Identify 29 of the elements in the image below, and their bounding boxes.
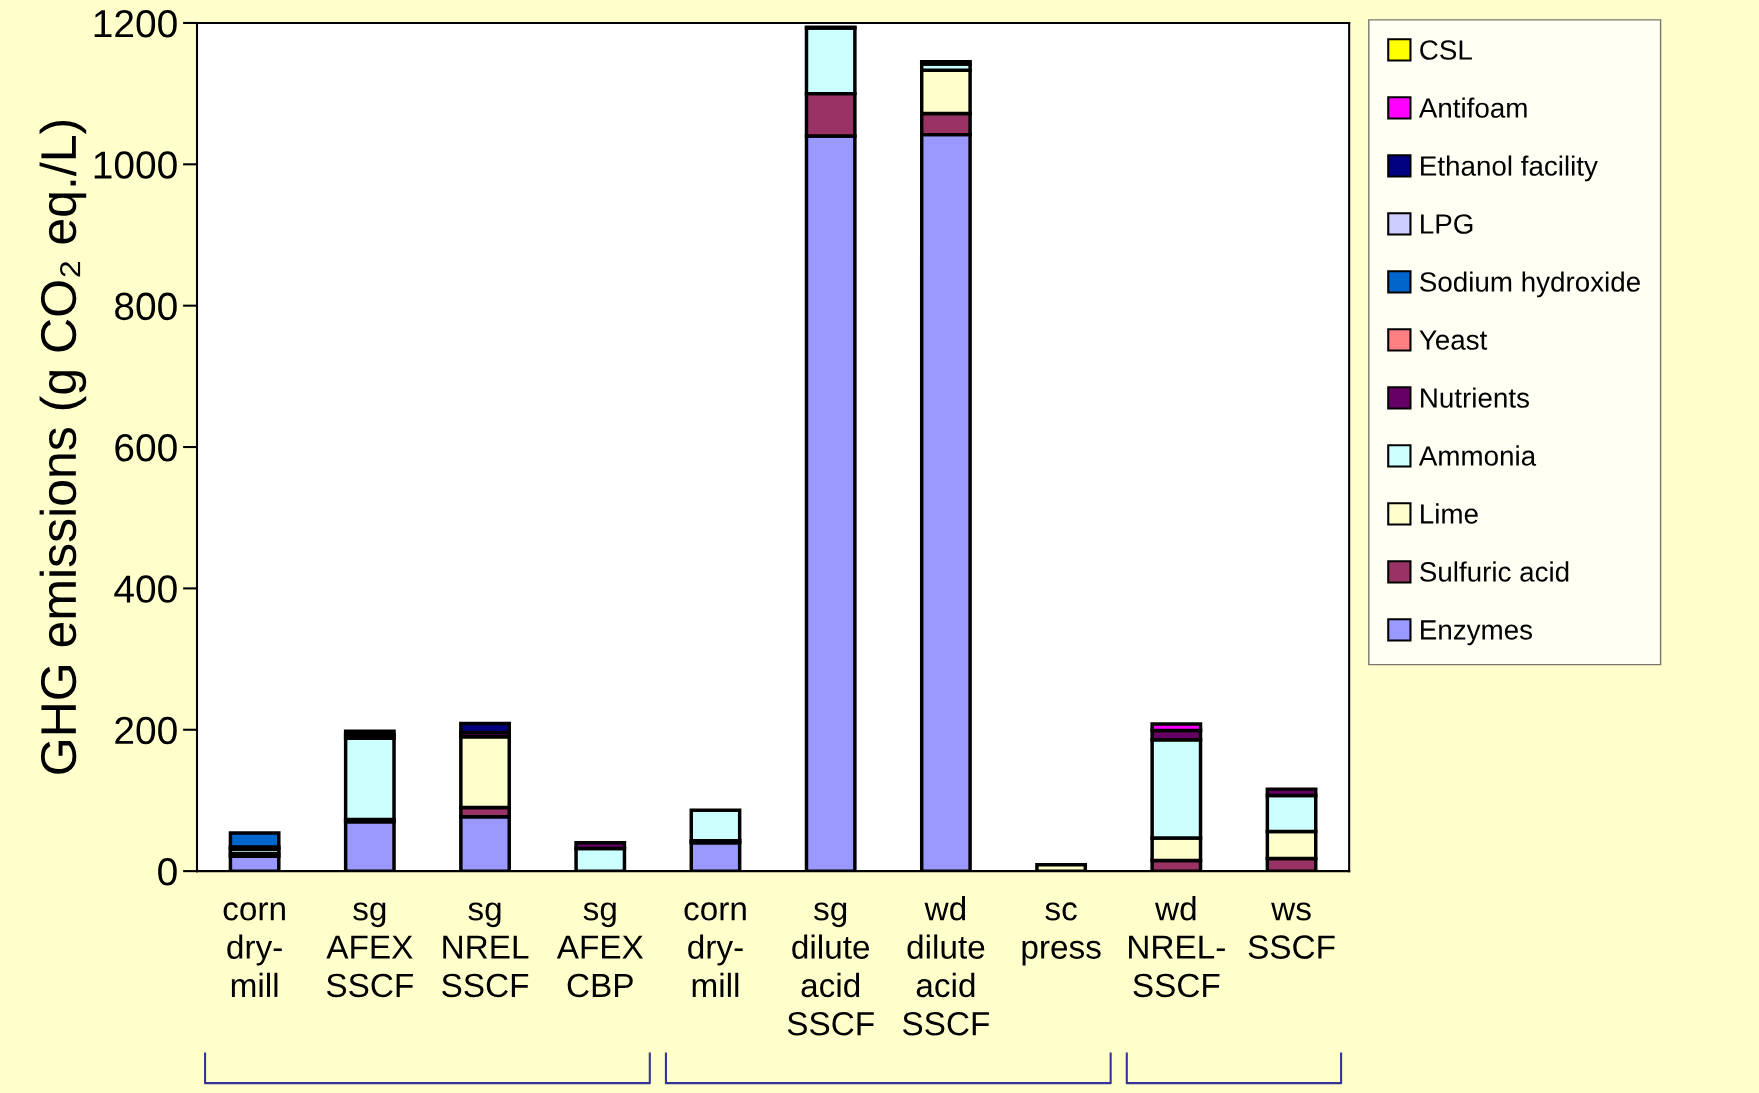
legend-label: Lime bbox=[1421, 503, 1478, 524]
y-tick-label: 400 bbox=[114, 575, 177, 603]
legend-label: Enzymes bbox=[1421, 620, 1533, 646]
x-tick-label: wd dilute acid SSCF bbox=[902, 896, 990, 1036]
y-tick-label: 1200 bbox=[94, 9, 177, 38]
x-tick-label: sg AFEX CBP bbox=[556, 902, 644, 998]
y-tick-label: 800 bbox=[115, 292, 177, 321]
legend-label: Nutrients bbox=[1421, 387, 1529, 408]
y-tick-label: 200 bbox=[115, 716, 177, 745]
legend-label: Sodium hydroxide bbox=[1420, 271, 1640, 298]
x-tick-label: wd NREL- SSCF bbox=[1129, 896, 1225, 998]
x-tick-label: sg AFEX SSCF bbox=[326, 902, 413, 998]
y-tick-label: 0 bbox=[158, 858, 177, 886]
x-tick-label: sg dilute acid SSCF bbox=[787, 902, 874, 1036]
legend-label: Ethanol facility bbox=[1421, 155, 1598, 182]
x-tick-label: sc press bbox=[1022, 902, 1101, 966]
x-tick-label: sg NREL SSCF bbox=[442, 902, 529, 998]
y-axis-title: GHG emissions (g CO₂ eq./L) bbox=[39, 120, 87, 774]
legend-label: Sulfuric acid bbox=[1420, 561, 1569, 582]
x-tick-label: ws SSCF bbox=[1248, 902, 1335, 959]
y-tick-label: 1000 bbox=[94, 151, 177, 179]
legend-label: LPG bbox=[1421, 214, 1473, 234]
legend-label: Ammonia bbox=[1418, 445, 1537, 466]
x-tick-label: corn dry- mill bbox=[223, 902, 285, 997]
y-tick-label: 600 bbox=[115, 433, 177, 462]
legend-label: Antifoam bbox=[1418, 97, 1527, 118]
legend-label: Yeast bbox=[1419, 330, 1488, 350]
legend-label: CSL bbox=[1420, 40, 1472, 60]
x-tick-label: corn dry- mill bbox=[684, 902, 746, 997]
